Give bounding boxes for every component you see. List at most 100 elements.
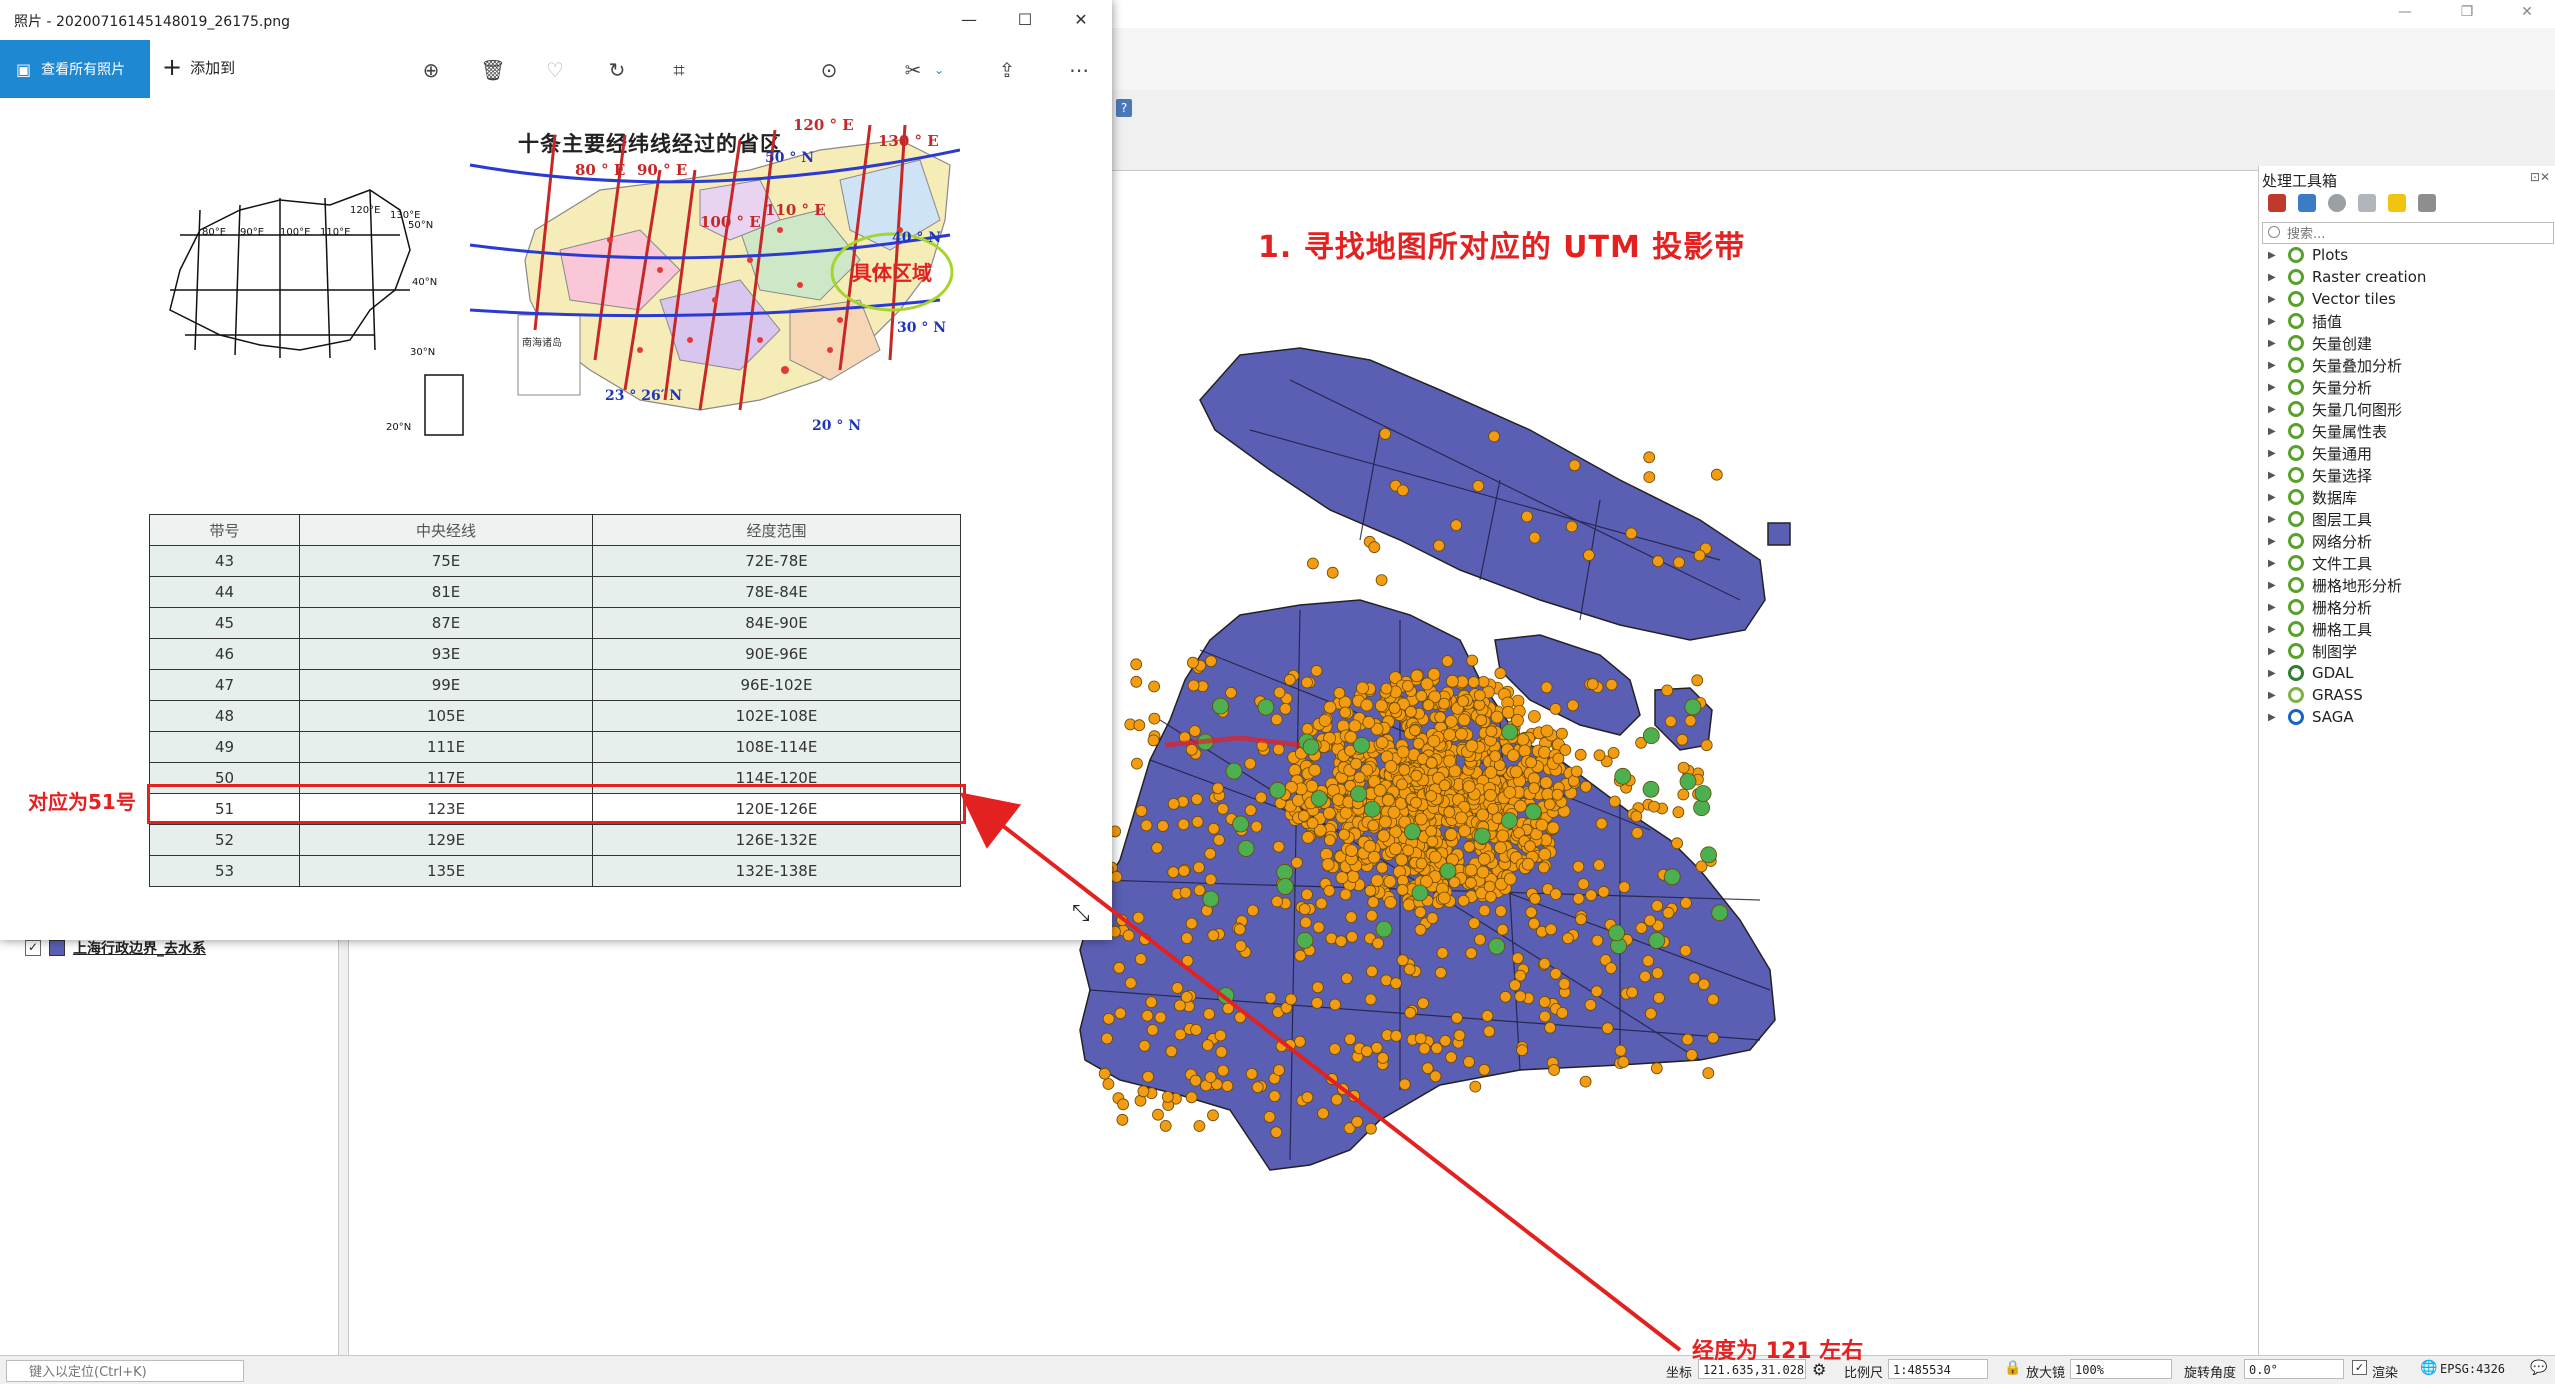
- toolbox-item[interactable]: ▶ 矢量选择: [2268, 464, 2426, 486]
- toolbox-item[interactable]: ▶ Plots: [2268, 244, 2426, 266]
- expand-arrow-icon[interactable]: ▶: [2268, 249, 2276, 261]
- toolbox-item[interactable]: ▶ 矢量几何图形: [2268, 398, 2426, 420]
- qgis-close-button[interactable]: ✕: [2521, 4, 2533, 20]
- photos-maximize-button[interactable]: ☐: [1017, 10, 1033, 29]
- results-icon[interactable]: [2358, 194, 2376, 212]
- toolbox-item[interactable]: ▶ 图层工具: [2268, 508, 2426, 530]
- expand-arrow-icon[interactable]: ▶: [2268, 403, 2276, 415]
- expand-arrow-icon[interactable]: ▶: [2268, 601, 2276, 613]
- expand-arrow-icon[interactable]: ▶: [2268, 689, 2276, 701]
- poi-point: [1540, 681, 1553, 694]
- chevron-down-icon[interactable]: ⌄: [933, 63, 945, 77]
- poi-point: [1648, 800, 1660, 813]
- toolbox-item[interactable]: ▶ GDAL: [2268, 662, 2426, 684]
- toolbox-item[interactable]: ▶ 制图学: [2268, 640, 2426, 662]
- poi-point: [1124, 977, 1137, 989]
- poi-point: [1468, 917, 1480, 930]
- locator-input[interactable]: [29, 1363, 229, 1382]
- crs-label[interactable]: EPSG:4326: [2440, 1362, 2506, 1376]
- toolbox-item[interactable]: ▶ 网络分析: [2268, 530, 2426, 552]
- coordinate-toggle-icon[interactable]: ⚙: [1812, 1360, 1827, 1379]
- options-icon[interactable]: [2418, 194, 2436, 212]
- poi-point: [1377, 829, 1391, 843]
- edit-create-icon[interactable]: ✂: [904, 58, 922, 82]
- magnifier-field[interactable]: 100%: [2070, 1359, 2172, 1379]
- expand-arrow-icon[interactable]: ▶: [2268, 359, 2276, 371]
- poi-point: [1326, 1073, 1338, 1085]
- toolbox-item[interactable]: ▶ SAGA: [2268, 706, 2426, 728]
- expand-arrow-icon[interactable]: ▶: [2268, 579, 2276, 591]
- python-icon[interactable]: [2298, 194, 2316, 212]
- poi-point: [1263, 1111, 1276, 1123]
- toolbox-search-input[interactable]: [2287, 225, 2527, 244]
- photos-minimize-button[interactable]: —: [961, 10, 977, 29]
- models-icon[interactable]: [2268, 194, 2286, 212]
- zoom-icon[interactable]: ⊕: [422, 58, 440, 82]
- globe-icon[interactable]: 🌐: [2420, 1360, 2438, 1376]
- crop-icon[interactable]: ⌗: [673, 58, 685, 82]
- more-icon[interactable]: ⋯: [1069, 58, 1089, 82]
- expand-arrow-icon[interactable]: ▶: [2268, 711, 2276, 723]
- expand-arrow-icon[interactable]: ▶: [2268, 667, 2276, 679]
- add-to-button[interactable]: + 添加到: [162, 55, 235, 79]
- coordinate-field[interactable]: 121.635,31.028: [1698, 1359, 1806, 1379]
- expand-arrow-icon[interactable]: ▶: [2268, 623, 2276, 635]
- expand-arrow-icon[interactable]: ▶: [2268, 293, 2276, 305]
- layer-item[interactable]: ✓ 上海行政边界_去水系: [25, 938, 206, 958]
- qgis-restore-button[interactable]: ❐: [2460, 4, 2474, 20]
- panel-float-icon[interactable]: ⊡✕: [2530, 170, 2551, 184]
- expand-arrow-icon[interactable]: ▶: [2268, 381, 2276, 393]
- expand-arrow-icon[interactable]: ▶: [2268, 469, 2276, 481]
- toolbox-item[interactable]: ▶ Vector tiles: [2268, 288, 2426, 310]
- photos-close-button[interactable]: ✕: [1074, 10, 1088, 29]
- expand-arrow-icon[interactable]: ▶: [2268, 337, 2276, 349]
- share-icon[interactable]: ⇪: [998, 58, 1016, 82]
- expand-arrow-icon[interactable]: ▶: [2268, 491, 2276, 503]
- toolbox-item[interactable]: ▶ 栅格分析: [2268, 596, 2426, 618]
- poi-point: [1339, 888, 1352, 901]
- poi-point: [1700, 846, 1717, 864]
- messages-icon[interactable]: 💬: [2530, 1360, 2548, 1376]
- expand-arrow-icon[interactable]: ▶: [2268, 535, 2276, 547]
- lock-scale-icon[interactable]: 🔒: [2004, 1360, 2022, 1376]
- layer-visibility-checkbox[interactable]: ✓: [25, 940, 41, 956]
- toolbox-item[interactable]: ▶ 数据库: [2268, 486, 2426, 508]
- toolbox-item[interactable]: ▶ 栅格地形分析: [2268, 574, 2426, 596]
- render-checkbox[interactable]: ✓: [2352, 1360, 2367, 1375]
- toolbox-item[interactable]: ▶ 插值: [2268, 310, 2426, 332]
- delete-icon[interactable]: 🗑: [480, 58, 506, 82]
- expand-arrow-icon[interactable]: ▶: [2268, 425, 2276, 437]
- toolbox-item[interactable]: ▶ 矢量通用: [2268, 442, 2426, 464]
- history-icon[interactable]: [2328, 194, 2346, 212]
- expand-arrow-icon[interactable]: ▶: [2268, 271, 2276, 283]
- toolbox-item[interactable]: ▶ 矢量分析: [2268, 376, 2426, 398]
- rotate-icon[interactable]: ↻: [608, 58, 626, 82]
- q-icon: [2288, 357, 2304, 373]
- expand-arrow-icon[interactable]: ▶: [2268, 557, 2276, 569]
- toolbox-item[interactable]: ▶ 矢量创建: [2268, 332, 2426, 354]
- toolbox-item[interactable]: ▶ 矢量叠加分析: [2268, 354, 2426, 376]
- toolbox-item[interactable]: ▶ 文件工具: [2268, 552, 2426, 574]
- edit-features-icon[interactable]: [2388, 194, 2406, 212]
- qgis-minimize-button[interactable]: —: [2398, 4, 2412, 20]
- toolbox-item[interactable]: ▶ GRASS: [2268, 684, 2426, 706]
- toolbox-search-field[interactable]: [2262, 222, 2554, 244]
- expand-arrow-icon[interactable]: ▶: [2268, 513, 2276, 525]
- enhance-icon[interactable]: ⊙: [820, 58, 838, 82]
- toolbox-item[interactable]: ▶ 栅格工具: [2268, 618, 2426, 640]
- rotation-field[interactable]: 0.0°: [2244, 1359, 2344, 1379]
- expand-arrow-icon[interactable]: ▶: [2268, 645, 2276, 657]
- toolbox-item[interactable]: ▶ Raster creation: [2268, 266, 2426, 288]
- expand-arrow-icon[interactable]: ▶: [2268, 447, 2276, 459]
- poi-point: [1630, 810, 1643, 823]
- scale-field[interactable]: 1:485534: [1888, 1359, 1988, 1379]
- locator-field[interactable]: [6, 1360, 244, 1382]
- poi-point: [1559, 744, 1572, 756]
- toolbox-item[interactable]: ▶ 矢量属性表: [2268, 420, 2426, 442]
- expand-arrow-icon[interactable]: ▶: [2268, 315, 2276, 327]
- view-all-photos-button[interactable]: ▣ 查看所有照片: [0, 40, 150, 98]
- favorite-icon[interactable]: ♡: [546, 58, 564, 82]
- poi-point: [1348, 719, 1362, 733]
- poi-point: [1101, 1032, 1113, 1045]
- help-icon[interactable]: ?: [1116, 99, 1132, 117]
